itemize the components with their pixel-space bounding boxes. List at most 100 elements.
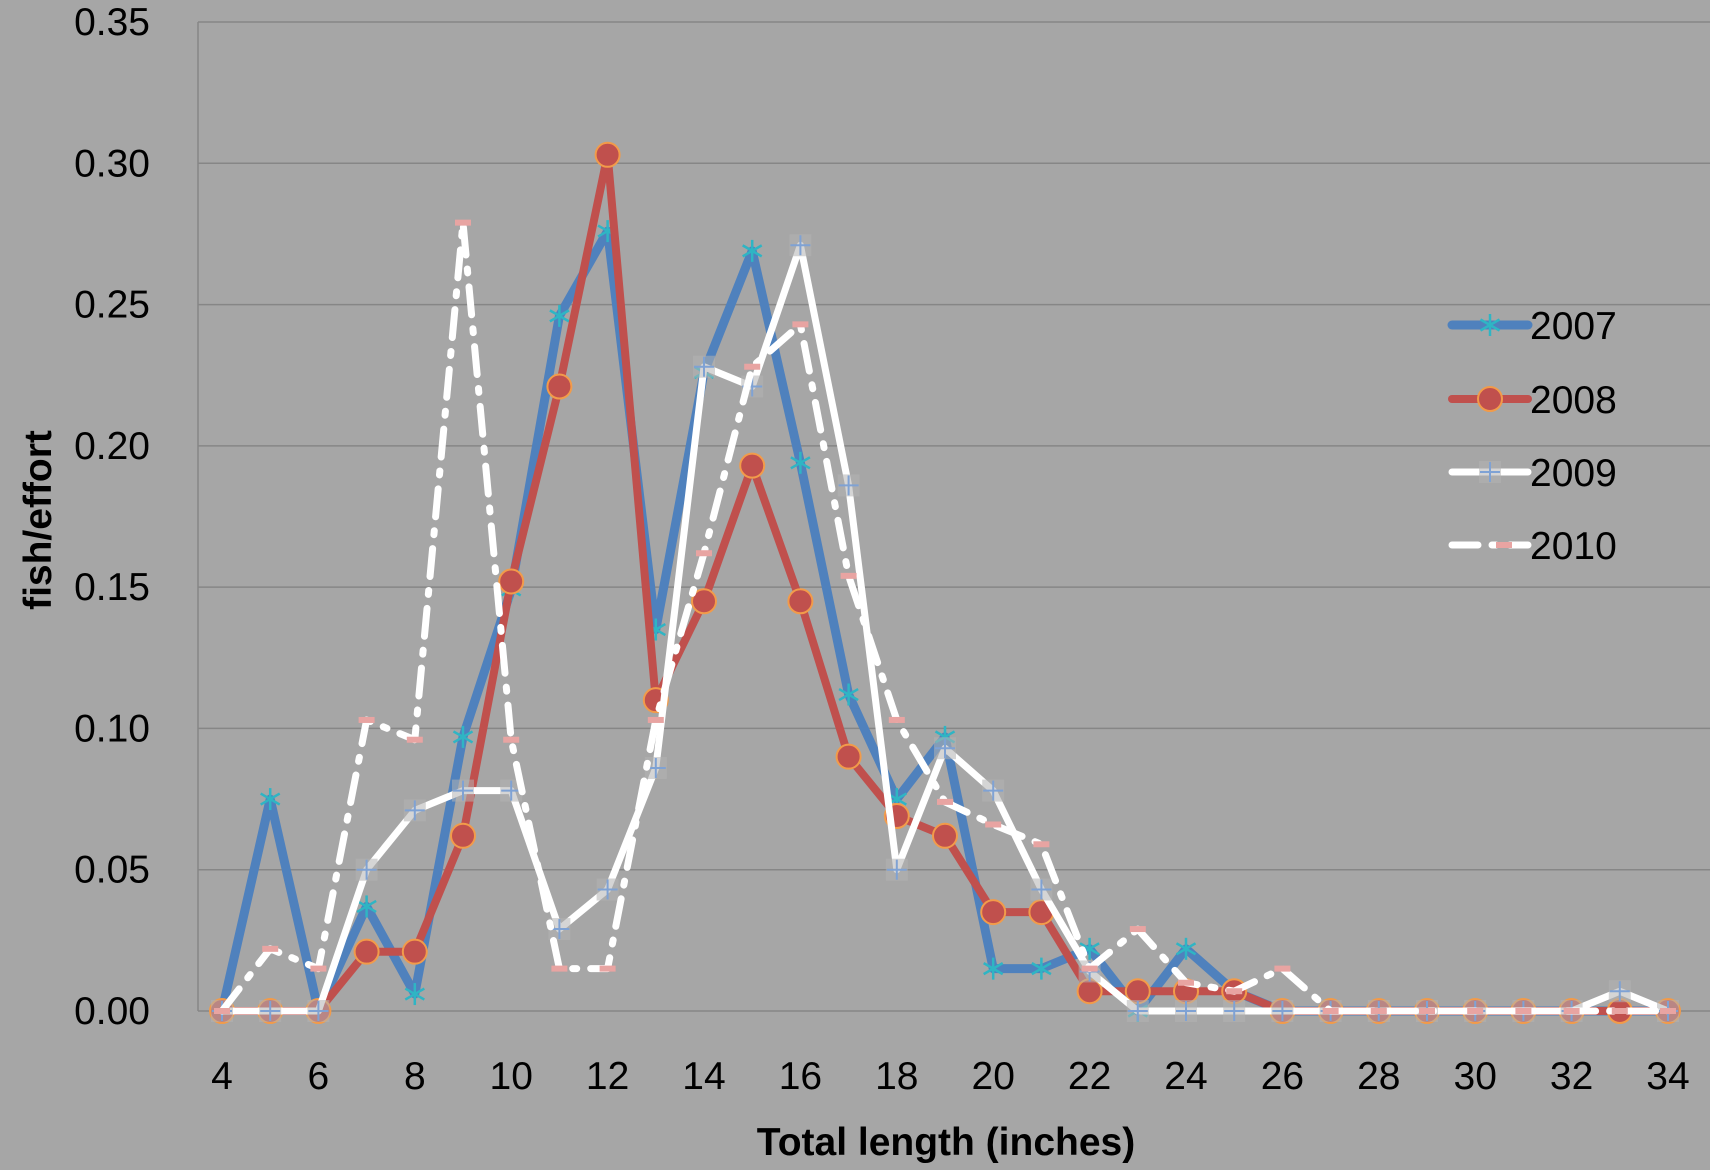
data-point — [980, 899, 1007, 926]
data-point — [551, 965, 568, 972]
x-tick-label: 4 — [211, 1055, 233, 1098]
data-point — [358, 716, 375, 723]
data-point — [599, 965, 616, 972]
legend-item-2007: 2007 — [1447, 305, 1617, 348]
data-point — [790, 451, 811, 474]
data-point — [1274, 965, 1291, 972]
data-point — [1030, 878, 1053, 901]
y-tick-label: 0.05 — [74, 849, 150, 892]
data-point — [932, 822, 958, 849]
data-point — [888, 716, 905, 723]
data-point — [401, 938, 428, 965]
x-tick-label: 14 — [682, 1055, 725, 1098]
data-point — [403, 799, 426, 822]
data-point — [310, 965, 327, 972]
x-tick-label: 22 — [1068, 1055, 1111, 1098]
data-point — [1175, 1000, 1197, 1022]
legend-item-2008: 2008 — [1448, 379, 1617, 422]
data-point — [647, 716, 664, 723]
data-point — [837, 474, 860, 497]
data-point — [983, 957, 1004, 980]
y-tick-label: 0.25 — [74, 284, 150, 327]
x-tick-label: 32 — [1550, 1055, 1593, 1098]
x-tick-label: 20 — [972, 1055, 1015, 1098]
data-point — [1322, 1008, 1339, 1014]
data-point — [1515, 1008, 1532, 1014]
data-point — [356, 895, 377, 918]
data-point — [739, 452, 766, 479]
x-tick-label: 26 — [1261, 1055, 1304, 1098]
x-tick-label: 24 — [1164, 1055, 1207, 1098]
data-point — [1129, 926, 1146, 933]
data-point — [982, 779, 1005, 802]
y-tick-label: 0.15 — [74, 566, 150, 609]
legend-marker — [1496, 542, 1512, 548]
x-tick-label: 6 — [308, 1055, 330, 1098]
data-point — [503, 736, 520, 743]
y-tick-label: 0.20 — [74, 425, 150, 468]
legend-marker — [1479, 314, 1501, 336]
legend-item-2010: 2010 — [1448, 525, 1617, 568]
legend-label: 2009 — [1530, 452, 1617, 495]
data-point — [1223, 1000, 1246, 1022]
legend-label: 2007 — [1530, 305, 1617, 348]
data-point — [262, 945, 279, 952]
y-tick-label: 0.30 — [74, 142, 150, 185]
legend-marker — [1477, 386, 1503, 412]
data-point — [1608, 980, 1631, 1003]
data-point — [549, 304, 570, 327]
data-point — [885, 858, 908, 881]
data-point — [1563, 1008, 1580, 1014]
data-point — [1467, 1008, 1484, 1014]
data-point — [744, 363, 761, 370]
data-point — [1033, 841, 1050, 848]
data-point — [985, 821, 1002, 828]
data-point — [1031, 957, 1052, 980]
y-tick-label: 0.35 — [74, 1, 150, 44]
data-point — [307, 1000, 330, 1022]
data-point — [546, 373, 573, 400]
data-point — [792, 321, 809, 328]
data-point — [789, 234, 812, 257]
data-point — [1081, 965, 1098, 972]
data-point — [404, 983, 425, 1006]
data-point — [1226, 988, 1243, 995]
x-tick-label: 18 — [875, 1055, 918, 1098]
legend-marker — [1479, 461, 1501, 483]
data-point — [548, 918, 571, 941]
data-point — [691, 588, 717, 615]
x-tick-label: 16 — [779, 1055, 822, 1098]
x-tick-label: 8 — [404, 1055, 426, 1098]
data-point — [840, 572, 857, 579]
series-2010 — [214, 219, 1676, 1015]
data-point — [1419, 1008, 1435, 1014]
y-tick-label: 0.10 — [74, 707, 150, 750]
data-point — [353, 938, 380, 965]
x-axis-title: Total length (inches) — [757, 1121, 1135, 1164]
x-tick-label: 12 — [586, 1055, 629, 1098]
data-point — [455, 219, 471, 226]
x-tick-label: 28 — [1357, 1055, 1400, 1098]
data-point — [500, 779, 523, 802]
axes: 0.00 0.05 0.10 0.15 0.20 0.25 0.30 0.35 4 6 8 10 12 1… — [74, 1, 1690, 1098]
data-point — [838, 683, 859, 706]
data-point — [596, 878, 619, 901]
data-point — [1271, 1000, 1294, 1022]
data-point — [934, 737, 956, 760]
y-tick-label: 0.00 — [74, 990, 150, 1033]
data-point — [260, 788, 281, 811]
data-point — [452, 725, 474, 748]
data-point — [835, 743, 862, 770]
data-point — [937, 798, 953, 805]
data-point — [452, 779, 474, 802]
data-point — [1660, 1008, 1676, 1014]
series-2009 — [211, 234, 1679, 1022]
data-point — [742, 239, 763, 262]
gridlines — [198, 21, 1710, 1012]
legend-item-2009: 2009 — [1448, 452, 1617, 495]
data-point — [498, 568, 525, 595]
legend-label: 2008 — [1530, 379, 1617, 422]
series-lines — [209, 141, 1681, 1024]
